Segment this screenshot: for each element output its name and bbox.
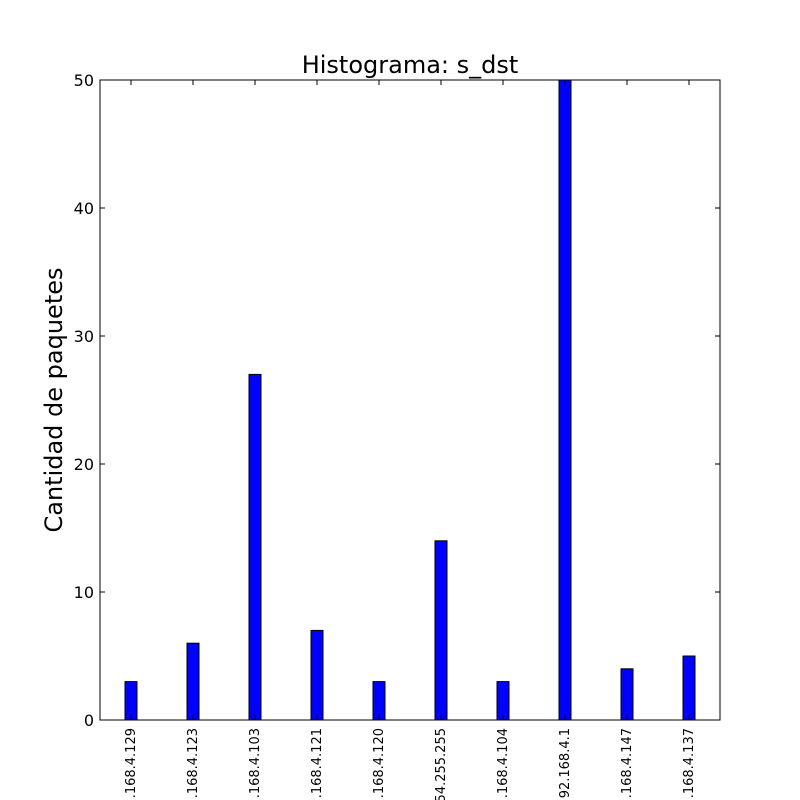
y-tick-label: 50 — [74, 71, 94, 90]
bars-group — [124, 79, 696, 721]
x-tick-label: .168.4.147 — [620, 728, 635, 798]
bar — [124, 681, 138, 721]
bar — [248, 373, 262, 721]
y-tick-label: 30 — [74, 327, 94, 346]
x-tick-label: .168.4.104 — [496, 728, 511, 798]
y-axis-ticks: 0 10 20 30 40 50 — [74, 71, 720, 730]
bar — [186, 642, 200, 721]
y-tick-label: 20 — [74, 455, 94, 474]
bar — [682, 655, 696, 721]
x-tick-label: .168.4.129 — [124, 728, 139, 798]
x-tick-label: .168.4.120 — [372, 728, 387, 798]
x-tick-label: .168.4.123 — [186, 728, 201, 798]
x-tick-label: .168.4.137 — [682, 728, 697, 798]
bar — [496, 681, 510, 721]
y-tick-label: 0 — [84, 711, 94, 730]
x-tick-label: .168.4.121 — [310, 728, 325, 798]
y-axis-label: Cantidad de paquetes — [40, 267, 68, 532]
bar — [372, 681, 386, 721]
plot-area-frame — [99, 79, 721, 721]
x-tick-label: .168.4.103 — [248, 728, 263, 798]
bar — [558, 79, 572, 721]
bar — [310, 629, 324, 721]
bar — [620, 668, 634, 721]
y-tick-label: 40 — [74, 199, 94, 218]
y-tick-label: 10 — [74, 583, 94, 602]
bar — [434, 540, 448, 721]
x-tick-label: 92.168.4.1 — [558, 728, 573, 798]
x-tick-label: 54.255.255 — [434, 728, 449, 800]
chart-title: Histograma: s_dst — [302, 51, 519, 79]
x-axis-ticks: .168.4.129 .168.4.123 .168.4.103 .168.4.121… — [124, 80, 697, 800]
